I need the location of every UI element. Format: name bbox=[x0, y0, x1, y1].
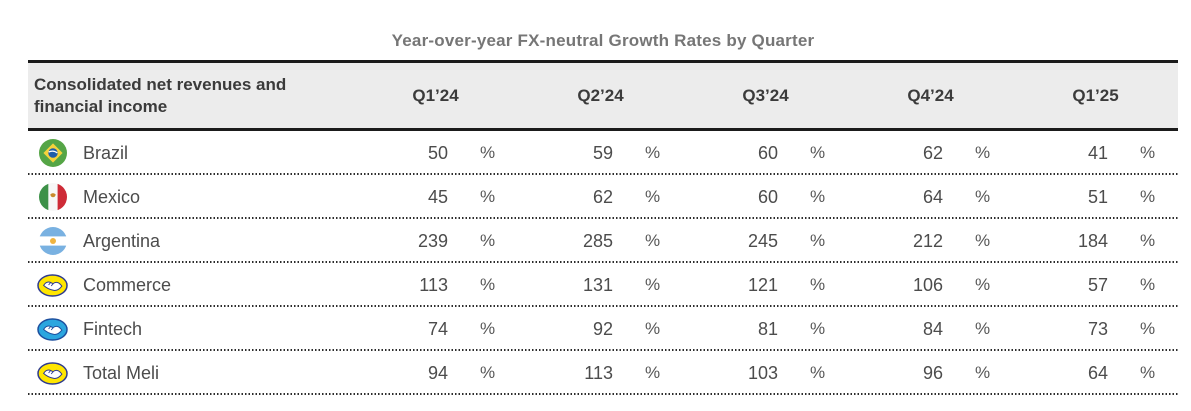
mexico-flag-icon bbox=[37, 183, 68, 211]
percent-sign: % bbox=[480, 363, 496, 382]
value-cell: 106 bbox=[912, 274, 943, 295]
column-header-q1-24: Q1’24 bbox=[412, 85, 459, 105]
percent-sign: % bbox=[645, 187, 661, 206]
table-row-total-meli: Total Meli 94 % 113 % 103 % 96 % 64 % bbox=[28, 351, 1178, 395]
value-cell: 212 bbox=[912, 230, 943, 251]
table-row-argentina: Argentina 239 % 285 % 245 % 212 % 184 % bbox=[28, 219, 1178, 263]
value-cell: 59 bbox=[592, 142, 613, 163]
table-row-fintech: Fintech 74 % 92 % 81 % 84 % 73 % bbox=[28, 307, 1178, 351]
value-cell: 64 bbox=[922, 186, 943, 207]
percent-sign: % bbox=[480, 319, 496, 338]
row-header-total-meli: Total Meli bbox=[28, 361, 353, 385]
row-header-fintech: Fintech bbox=[28, 317, 353, 341]
value-cell: 121 bbox=[747, 274, 778, 295]
value-cell: 81 bbox=[757, 318, 778, 339]
growth-rates-table: Consolidated net revenues and financial … bbox=[28, 60, 1178, 395]
value-cell: 131 bbox=[582, 274, 613, 295]
percent-sign: % bbox=[975, 187, 991, 206]
percent-sign: % bbox=[975, 231, 991, 250]
value-cell: 184 bbox=[1077, 230, 1108, 251]
percent-sign: % bbox=[810, 231, 826, 250]
table-row-commerce: Commerce 113 % 131 % 121 % 106 % 57 % bbox=[28, 263, 1178, 307]
percent-sign: % bbox=[975, 363, 991, 382]
value-cell: 113 bbox=[584, 362, 613, 383]
value-cell: 74 bbox=[427, 318, 448, 339]
row-header-argentina: Argentina bbox=[28, 227, 353, 255]
percent-sign: % bbox=[810, 143, 826, 162]
value-cell: 245 bbox=[747, 230, 778, 251]
value-cell: 51 bbox=[1087, 186, 1108, 207]
percent-sign: % bbox=[1140, 275, 1156, 294]
value-cell: 57 bbox=[1087, 274, 1108, 295]
percent-sign: % bbox=[645, 275, 661, 294]
percent-sign: % bbox=[810, 275, 826, 294]
row-label: Total Meli bbox=[83, 362, 160, 383]
table-header-row: Consolidated net revenues and financial … bbox=[28, 63, 1178, 131]
percent-sign: % bbox=[1140, 143, 1156, 162]
brazil-flag-icon bbox=[37, 139, 68, 167]
row-label: Fintech bbox=[83, 318, 143, 339]
percent-sign: % bbox=[1140, 231, 1156, 250]
percent-sign: % bbox=[810, 187, 826, 206]
row-header-commerce: Commerce bbox=[28, 273, 353, 297]
column-header-q4-24: Q4’24 bbox=[907, 85, 954, 105]
percent-sign: % bbox=[975, 143, 991, 162]
row-label: Mexico bbox=[83, 186, 141, 207]
percent-sign: % bbox=[975, 275, 991, 294]
value-cell: 103 bbox=[747, 362, 778, 383]
percent-sign: % bbox=[480, 187, 496, 206]
percent-sign: % bbox=[645, 231, 661, 250]
value-cell: 113 bbox=[419, 274, 448, 295]
value-cell: 285 bbox=[582, 230, 613, 251]
percent-sign: % bbox=[810, 363, 826, 382]
percent-sign: % bbox=[1140, 187, 1156, 206]
percent-sign: % bbox=[645, 319, 661, 338]
argentina-flag-icon bbox=[37, 227, 68, 255]
row-header-mexico: Mexico bbox=[28, 183, 353, 211]
percent-sign: % bbox=[1140, 363, 1156, 382]
table-row-mexico: Mexico 45 % 62 % 60 % 64 % 51 % bbox=[28, 175, 1178, 219]
value-cell: 62 bbox=[592, 186, 613, 207]
value-cell: 239 bbox=[417, 230, 448, 251]
table-header-label: Consolidated net revenues and financial … bbox=[34, 74, 287, 116]
percent-sign: % bbox=[480, 275, 496, 294]
value-cell: 50 bbox=[427, 142, 448, 163]
column-header-q2-24: Q2’24 bbox=[577, 85, 624, 105]
percent-sign: % bbox=[810, 319, 826, 338]
row-label: Commerce bbox=[83, 274, 172, 295]
percent-sign: % bbox=[1140, 319, 1156, 338]
value-cell: 84 bbox=[922, 318, 943, 339]
percent-sign: % bbox=[480, 143, 496, 162]
value-cell: 62 bbox=[922, 142, 943, 163]
value-cell: 45 bbox=[427, 186, 448, 207]
value-cell: 94 bbox=[427, 362, 448, 383]
value-cell: 60 bbox=[757, 186, 778, 207]
value-cell: 92 bbox=[592, 318, 613, 339]
value-cell: 41 bbox=[1087, 142, 1108, 163]
percent-sign: % bbox=[975, 319, 991, 338]
percent-sign: % bbox=[480, 231, 496, 250]
row-label: Brazil bbox=[83, 142, 129, 163]
meli-handshake-icon bbox=[37, 361, 68, 385]
row-label: Argentina bbox=[83, 230, 161, 251]
meli-handshake-icon bbox=[37, 273, 68, 297]
column-header-q1-25: Q1’25 bbox=[1072, 85, 1119, 105]
table-row-brazil: Brazil 50 % 59 % 60 % 62 % 41 % bbox=[28, 131, 1178, 175]
value-cell: 73 bbox=[1087, 318, 1108, 339]
value-cell: 64 bbox=[1087, 362, 1108, 383]
percent-sign: % bbox=[645, 363, 661, 382]
value-cell: 60 bbox=[757, 142, 778, 163]
percent-sign: % bbox=[645, 143, 661, 162]
row-header-brazil: Brazil bbox=[28, 139, 353, 167]
value-cell: 96 bbox=[922, 362, 943, 383]
column-header-q3-24: Q3’24 bbox=[742, 85, 789, 105]
chart-title: Year-over-year FX-neutral Growth Rates b… bbox=[391, 31, 815, 50]
mercado-pago-icon bbox=[37, 317, 68, 341]
